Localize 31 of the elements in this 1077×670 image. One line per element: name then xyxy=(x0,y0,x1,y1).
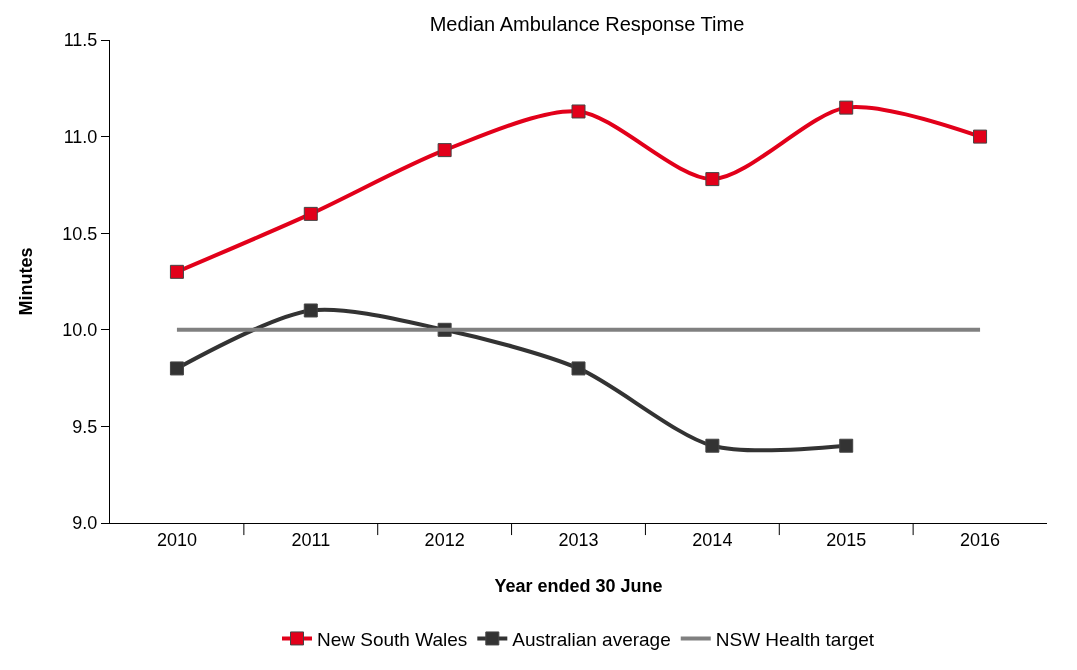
point xyxy=(303,303,318,318)
x-tick-label: 2013 xyxy=(558,529,599,550)
point xyxy=(303,206,318,221)
point xyxy=(169,361,184,376)
point xyxy=(839,438,854,453)
x-tick-label: 2011 xyxy=(291,529,331,550)
point xyxy=(437,143,452,158)
chart-title: Median Ambulance Response Time xyxy=(429,12,745,35)
point xyxy=(571,104,586,119)
point xyxy=(169,264,184,279)
y-axis-title: Minutes xyxy=(15,247,36,316)
legend-label: NSW Health target xyxy=(715,628,875,650)
legend-label: New South Wales xyxy=(317,628,468,650)
x-tick-label: 2014 xyxy=(692,529,733,550)
point xyxy=(705,438,720,453)
point xyxy=(571,361,586,376)
y-tick-label: 11.5 xyxy=(63,30,98,51)
x-tick-label: 2015 xyxy=(826,529,867,550)
point xyxy=(973,129,988,144)
y-tick-label: 11.0 xyxy=(63,126,98,147)
y-tick-label: 10.5 xyxy=(62,223,98,244)
x-tick-label: 2010 xyxy=(156,529,197,550)
x-axis-title: Year ended 30 June xyxy=(494,575,663,596)
x-tick-label: 2012 xyxy=(424,529,465,550)
x-tick-label: 2016 xyxy=(960,529,1001,550)
legend-label: Australian average xyxy=(512,628,671,650)
point xyxy=(705,172,720,187)
y-tick-label: 10.0 xyxy=(62,320,98,341)
y-tick-label: 9.0 xyxy=(72,513,98,534)
point xyxy=(839,100,854,115)
y-tick-label: 9.5 xyxy=(72,416,98,437)
